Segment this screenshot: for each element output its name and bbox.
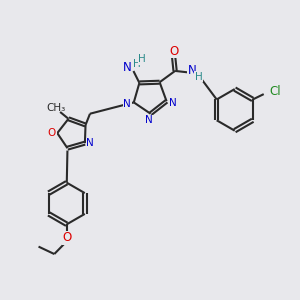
Text: O: O — [169, 45, 178, 58]
Text: CH₃: CH₃ — [46, 103, 65, 113]
Text: N: N — [86, 138, 94, 148]
Text: H: H — [134, 59, 141, 69]
Text: N: N — [169, 98, 177, 108]
Text: H: H — [139, 54, 146, 64]
Text: Cl: Cl — [270, 85, 281, 98]
Text: O: O — [62, 231, 71, 244]
Text: N: N — [123, 99, 131, 109]
Text: O: O — [48, 128, 56, 138]
Text: H: H — [195, 72, 203, 82]
Text: N: N — [145, 115, 153, 125]
Text: N: N — [123, 61, 132, 74]
Text: N: N — [188, 64, 197, 77]
